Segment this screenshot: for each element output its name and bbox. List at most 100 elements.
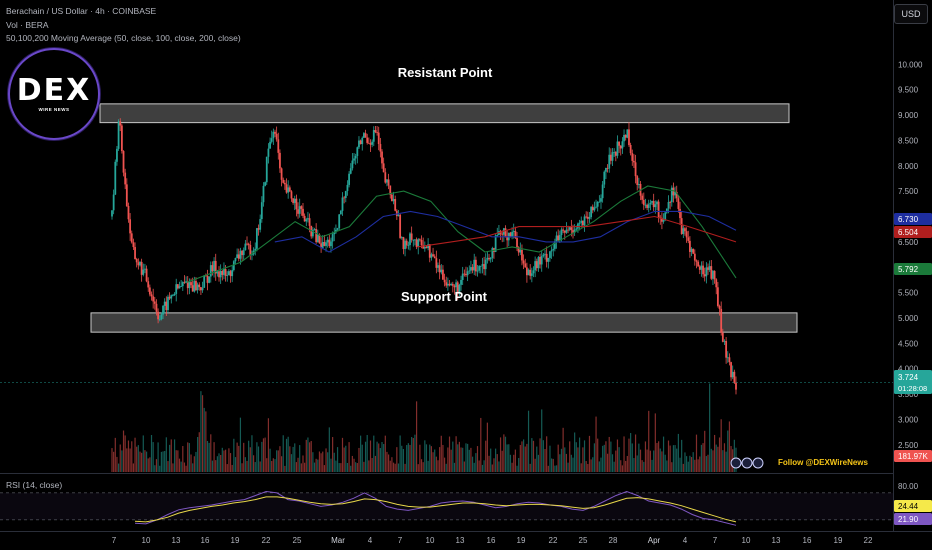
- candle-body: [562, 229, 565, 231]
- candle-body: [624, 134, 627, 138]
- volume-bar: [129, 448, 131, 472]
- volume-bar: [733, 439, 735, 472]
- candle-body: [414, 239, 416, 241]
- candle-body: [387, 179, 390, 186]
- candle-body: [425, 246, 428, 249]
- candle-body: [418, 239, 421, 241]
- volume-bar: [644, 441, 647, 472]
- candle-body: [209, 265, 212, 277]
- candle-body: [430, 254, 433, 258]
- volume-bar: [448, 436, 451, 472]
- volume-bar: [495, 448, 497, 472]
- volume-bar: [470, 447, 472, 472]
- candle-body: [471, 267, 474, 271]
- volume-bar: [336, 447, 339, 472]
- volume-bar: [531, 438, 533, 472]
- volume-bar: [368, 460, 370, 472]
- candle-body: [435, 258, 438, 268]
- price-badge: [894, 370, 932, 394]
- candle-body: [282, 179, 285, 183]
- volume-bar: [613, 461, 615, 472]
- time-tick-label: 7: [112, 536, 117, 545]
- time-tick-label: 16: [201, 536, 210, 545]
- volume-bar: [169, 444, 171, 472]
- candle-body: [560, 229, 563, 236]
- candle-body: [285, 184, 288, 193]
- candle-body: [665, 208, 668, 213]
- volume-bar: [608, 436, 610, 472]
- candle-body: [455, 282, 458, 288]
- volume-bar: [381, 441, 383, 472]
- volume-bar: [117, 463, 120, 472]
- volume-bar: [450, 449, 452, 472]
- volume-bar: [131, 441, 133, 472]
- candle-body: [300, 206, 303, 209]
- price-tick-label: 8.000: [898, 162, 919, 171]
- candle-body: [155, 303, 158, 312]
- volume-bar: [439, 447, 441, 472]
- candle-body: [478, 266, 481, 271]
- volume-bar: [634, 434, 637, 472]
- candle-body: [363, 133, 365, 138]
- volume-bar: [605, 441, 607, 472]
- candle-body: [713, 270, 716, 280]
- candle-body: [206, 275, 209, 283]
- volume-bar: [658, 441, 660, 472]
- volume-bar: [134, 437, 136, 472]
- volume-bar: [598, 461, 600, 472]
- volume-bar: [699, 456, 701, 472]
- candle-body: [476, 270, 479, 272]
- volume-bar: [728, 421, 731, 472]
- volume-bar: [669, 445, 671, 472]
- volume-bar: [257, 446, 260, 472]
- volume-bar: [424, 440, 426, 472]
- candle-body: [526, 267, 528, 276]
- candle-body: [168, 296, 171, 299]
- candle-body: [623, 134, 625, 142]
- candle-body: [374, 130, 377, 133]
- volume-bar: [727, 430, 729, 472]
- currency-button[interactable]: USD: [894, 4, 928, 24]
- candle-body: [728, 357, 731, 363]
- candle-body: [287, 187, 290, 193]
- candle-body: [654, 204, 657, 208]
- volume-bar: [504, 436, 507, 472]
- candle-body: [438, 265, 441, 273]
- candle-body: [570, 227, 573, 231]
- volume-bar: [350, 465, 352, 472]
- candle-body: [157, 311, 160, 320]
- volume-bar: [208, 442, 210, 472]
- volume-bar: [554, 465, 556, 472]
- candle-body: [188, 282, 191, 289]
- rsi-badge: [894, 513, 932, 525]
- candle-body: [257, 228, 260, 230]
- candle-body: [242, 250, 245, 256]
- volume-bar: [588, 435, 591, 472]
- volume-bar: [587, 463, 589, 472]
- volume-bar: [695, 434, 698, 472]
- volume-bar: [238, 445, 240, 472]
- volume-bar: [590, 459, 592, 472]
- volume-bar: [580, 463, 582, 472]
- volume-bar: [111, 448, 113, 472]
- candle-body: [260, 202, 263, 220]
- candle-body: [369, 143, 372, 145]
- candle-body: [330, 241, 332, 247]
- volume-bar: [544, 448, 546, 472]
- candle-body: [348, 173, 350, 185]
- candle-body: [386, 179, 388, 183]
- candle-body: [130, 233, 133, 243]
- candle-body: [420, 240, 423, 246]
- price-tick-label: 3.500: [898, 390, 919, 399]
- volume-bar: [465, 443, 467, 472]
- candle-body: [122, 151, 125, 173]
- volume-bar: [136, 446, 138, 472]
- volume-bar: [715, 444, 717, 472]
- candle-body: [405, 240, 408, 246]
- candle-body: [394, 199, 397, 211]
- candle-body: [651, 200, 653, 203]
- volume-bar: [210, 434, 212, 472]
- volume-bar: [340, 463, 342, 472]
- volume-bar: [435, 456, 437, 472]
